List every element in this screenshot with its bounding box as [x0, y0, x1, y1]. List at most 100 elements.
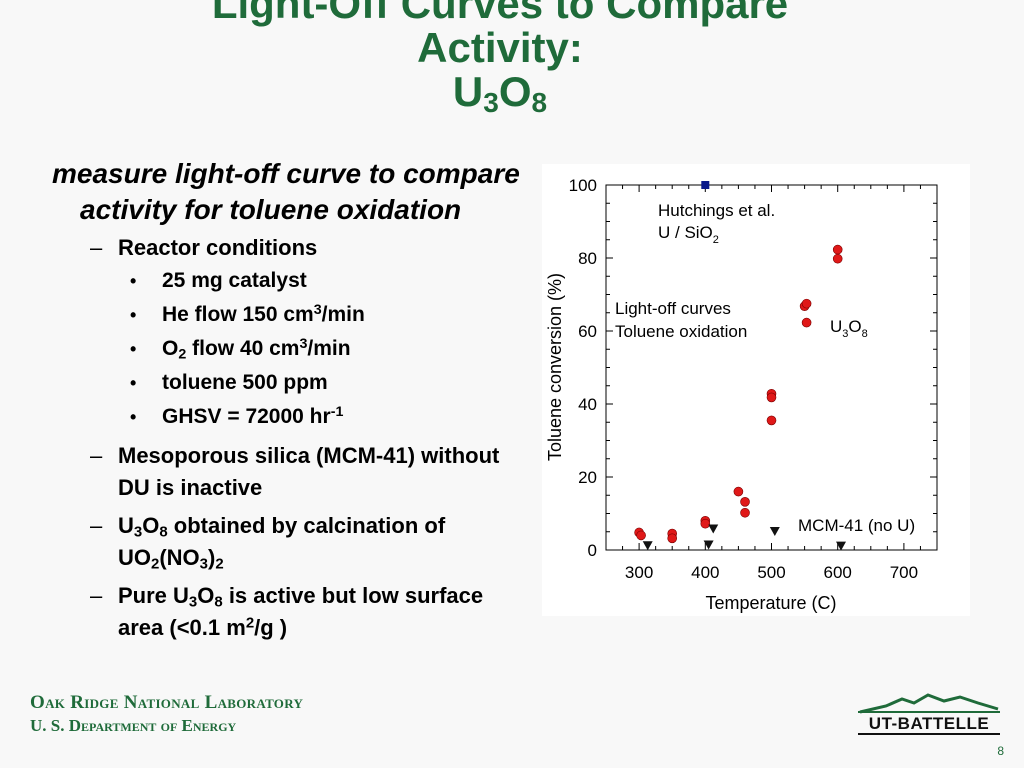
- plot-frame: [605, 184, 938, 551]
- u3o8-point: [667, 533, 677, 544]
- uo2-a: UO: [118, 545, 151, 570]
- dash-marker: –: [90, 583, 103, 608]
- o2-c: /min: [307, 337, 351, 360]
- title-line-2: Activity:: [417, 24, 583, 71]
- annotation-u3o8-b: O: [848, 317, 861, 336]
- u3o8-rest: obtained by calcination of: [167, 513, 446, 538]
- annotation-u3o8-sub8: 8: [862, 328, 868, 340]
- x-tick-label: 300: [625, 563, 653, 582]
- annotation-hutchings-2a: U / SiO: [658, 223, 713, 242]
- o2-a: O: [162, 337, 179, 360]
- title-line-1: Light-Off Curves to Compare: [211, 0, 789, 27]
- dot-marker: •: [130, 407, 137, 427]
- catalyst-text: 25 mg catalyst: [162, 269, 307, 292]
- y-tick-label: 0: [588, 541, 597, 560]
- mcm-point: [769, 527, 780, 537]
- chart-panel: 300 400 500 600 700 0 20 40 60 80 100 Temperature …: [542, 164, 970, 616]
- mcm-point: [642, 541, 653, 551]
- x-tick-label: 400: [691, 563, 719, 582]
- bullet-reactor-conditions: – Reactor conditions: [52, 232, 522, 264]
- y-tick-label: 100: [569, 176, 597, 195]
- pure-c: /g ): [254, 615, 288, 640]
- he-flow-a: He flow 150 cm: [162, 303, 314, 326]
- he-flow-b: /min: [321, 303, 365, 326]
- o2-sup: 3: [299, 335, 308, 352]
- u3o8-point: [766, 392, 777, 403]
- mcm-point: [836, 541, 847, 551]
- uo2-c: ): [207, 545, 216, 570]
- title-o: O: [498, 68, 532, 115]
- y-tick-label: 60: [578, 322, 597, 341]
- slide-title: Light-Off Curves to Compare Activity: U3…: [0, 0, 1000, 117]
- pure-a: Pure U: [118, 583, 189, 608]
- u3o8-point: [801, 298, 812, 309]
- ornl-label: Oak Ridge National Laboratory: [30, 692, 304, 713]
- mcm-point: [703, 540, 714, 550]
- pure-sub3: 3: [188, 593, 198, 611]
- ut-battelle-logo: UT-BATTELLE: [856, 690, 1002, 740]
- pure-sub8: 8: [214, 593, 223, 611]
- he-flow-sup: 3: [313, 301, 322, 318]
- uo2-b: (NO: [159, 545, 200, 570]
- title-u-sub: 3: [483, 87, 499, 118]
- mcm-text: Mesoporous silica (MCM-41) without DU is…: [118, 443, 500, 500]
- main-bullet: measure light-off curve to compare activ…: [52, 158, 520, 225]
- u3o8-point: [832, 244, 843, 255]
- dash-marker: –: [90, 513, 103, 538]
- u3o8-point: [733, 486, 744, 497]
- title-line-3: U3O8: [0, 68, 1000, 117]
- axis-ticks: [605, 184, 938, 551]
- y-tick-label: 40: [578, 395, 597, 414]
- logo-text: UT-BATTELLE: [868, 714, 990, 733]
- u3o8-8: 8: [159, 523, 168, 541]
- uo2-sub2: 3: [199, 555, 208, 573]
- lightoff-chart: 300 400 500 600 700 0 20 40 60 80 100 Temperature …: [545, 176, 938, 613]
- annotation-lightoff-2: Toluene oxidation: [615, 322, 747, 341]
- doe-label: U. S. Department of Energy: [30, 716, 237, 735]
- dot-marker: •: [130, 271, 137, 291]
- o2-b: flow 40 cm: [186, 337, 300, 360]
- y-tick-label: 20: [578, 468, 597, 487]
- ghsv-a: GHSV = 72000 hr: [162, 405, 331, 428]
- mountain-logo-icon: [858, 693, 1000, 735]
- pure-b: is active but low surface area (<0.1 m: [118, 583, 484, 640]
- dot-marker: •: [130, 373, 137, 393]
- u3o8-point: [700, 518, 711, 529]
- annotation-hutchings-2: U / SiO2: [658, 223, 719, 246]
- uo2-sub3: 2: [215, 555, 224, 573]
- annotation-hutchings-1: Hutchings et al.: [658, 201, 775, 220]
- y-axis-label: Toluene conversion (%): [545, 273, 565, 461]
- u3o8-point: [740, 507, 750, 518]
- bullet-o2-flow: • O2 flow 40 cm3/min: [52, 332, 522, 366]
- u3o8-point: [636, 530, 646, 541]
- u3o8-point: [801, 317, 812, 328]
- u3o8-point: [832, 253, 843, 264]
- u3o8-3: 3: [133, 523, 143, 541]
- u3o8-point: [766, 415, 777, 426]
- u3o8-u: U: [118, 513, 134, 538]
- u3o8-o: O: [142, 513, 160, 538]
- reactor-label: Reactor conditions: [118, 235, 318, 260]
- bullet-list: measure light-off curve to compare activ…: [52, 156, 522, 644]
- annotation-hutchings-2sub: 2: [713, 234, 719, 246]
- annotation-u3o8-a: U: [830, 317, 842, 336]
- pure-o: O: [197, 583, 215, 608]
- annotation-u3o8-sub3: 3: [842, 328, 848, 340]
- tick-labels: 300 400 500 600 700 0 20 40 60 80 100: [569, 176, 918, 582]
- bullet-ghsv: • GHSV = 72000 hr-1: [52, 400, 522, 434]
- x-tick-label: 700: [890, 563, 918, 582]
- bullet-catalyst: • 25 mg catalyst: [52, 264, 522, 298]
- page-number: 8: [997, 744, 1004, 758]
- title-o-sub: 8: [531, 87, 548, 118]
- pure-sup: 2: [245, 614, 255, 632]
- dot-marker: •: [130, 305, 137, 325]
- dot-marker: •: [130, 339, 137, 359]
- data-points: [634, 181, 847, 551]
- dash-marker: –: [90, 235, 103, 260]
- title-u: U: [452, 68, 484, 115]
- bullet-u3o8-calcination: – U3O8 obtained by calcination of UO2(NO…: [52, 510, 522, 574]
- bullet-he-flow: • He flow 150 cm3/min: [52, 298, 522, 332]
- uo2-sub: 2: [151, 555, 160, 573]
- toluene-text: toluene 500 ppm: [162, 371, 328, 394]
- y-tick-label: 80: [578, 249, 597, 268]
